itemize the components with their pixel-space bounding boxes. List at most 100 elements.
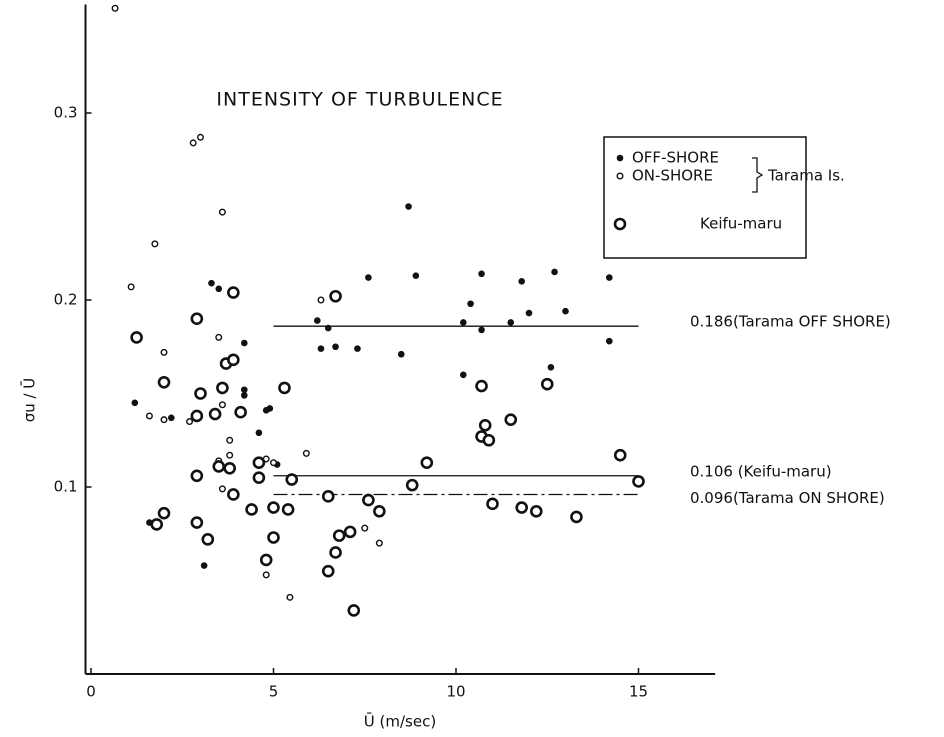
- point: [190, 469, 204, 483]
- point: [196, 133, 204, 141]
- y-tick-label: 0.3: [54, 104, 78, 122]
- point: [551, 268, 558, 276]
- point: [241, 392, 248, 399]
- point: [467, 300, 474, 308]
- point: [252, 456, 266, 469]
- point: [507, 319, 515, 326]
- point: [266, 405, 274, 412]
- point: [314, 317, 321, 324]
- point: [218, 485, 226, 493]
- point: [478, 326, 485, 334]
- point: [130, 331, 143, 344]
- point: [354, 345, 361, 352]
- point: [111, 4, 119, 12]
- point: [613, 448, 627, 462]
- point: [317, 345, 325, 352]
- point: [632, 475, 645, 488]
- point: [332, 343, 339, 351]
- point: [157, 375, 171, 389]
- point: [570, 510, 583, 524]
- point: [218, 401, 226, 409]
- legend-marker: [616, 154, 624, 162]
- point: [131, 399, 139, 407]
- point: [168, 414, 175, 422]
- legend-brace: [752, 157, 764, 193]
- point: [190, 409, 204, 423]
- y-axis-label: σu / Ū: [20, 378, 39, 423]
- point: [194, 387, 207, 400]
- point: [317, 296, 325, 304]
- point: [267, 531, 280, 544]
- x-tick-label: 5: [269, 683, 279, 701]
- point: [245, 503, 258, 516]
- point: [518, 278, 525, 285]
- x-tick-label: 0: [86, 683, 96, 701]
- point: [215, 333, 223, 341]
- point: [270, 459, 278, 467]
- point: [321, 564, 335, 578]
- reference-label: 0.106 (Keifu-maru): [690, 462, 832, 480]
- point: [529, 505, 543, 518]
- point: [186, 418, 194, 426]
- point: [286, 593, 294, 601]
- reference-label: 0.096(Tarama ON SHORE): [690, 489, 885, 507]
- point: [127, 283, 135, 291]
- point: [190, 516, 204, 529]
- point: [281, 503, 295, 516]
- legend-label: OFF-SHORE: [632, 149, 719, 167]
- x-tick-label: 15: [629, 683, 648, 701]
- point: [482, 433, 496, 447]
- point: [218, 208, 226, 216]
- point: [267, 501, 280, 514]
- point: [145, 412, 153, 420]
- x-tick-label: 10: [446, 683, 465, 701]
- x-axis-label: Ū (m/sec): [364, 712, 436, 731]
- point: [208, 279, 215, 287]
- y-tick-label: 0.1: [54, 478, 78, 496]
- point: [405, 203, 412, 210]
- point: [486, 497, 499, 511]
- point: [515, 501, 529, 514]
- point: [329, 289, 342, 303]
- point: [160, 416, 168, 424]
- point: [201, 533, 215, 546]
- point: [259, 553, 273, 567]
- point: [478, 418, 492, 432]
- point: [216, 381, 229, 395]
- point: [212, 460, 226, 473]
- point: [157, 506, 171, 520]
- point: [547, 364, 555, 371]
- point: [343, 525, 357, 539]
- reference-label: 0.186(Tarama OFF SHORE): [690, 313, 891, 331]
- point: [504, 413, 518, 426]
- y-tick-label: 0.2: [54, 291, 78, 309]
- point: [606, 337, 613, 345]
- point: [227, 488, 240, 501]
- point: [302, 449, 310, 457]
- point: [160, 348, 168, 356]
- point: [150, 518, 163, 531]
- chart-title: INTENSITY OF TURBULENCE: [216, 89, 503, 111]
- point: [189, 139, 197, 147]
- point: [365, 274, 372, 281]
- legend-marker: [613, 217, 627, 231]
- point: [525, 309, 533, 317]
- point: [478, 270, 485, 278]
- point: [255, 429, 263, 437]
- point: [420, 456, 434, 469]
- point: [373, 505, 386, 518]
- point: [332, 529, 346, 542]
- point: [252, 471, 266, 484]
- point: [405, 478, 419, 492]
- point: [475, 379, 488, 393]
- point: [215, 285, 223, 293]
- point: [324, 324, 332, 332]
- point: [285, 473, 299, 486]
- point: [227, 286, 240, 299]
- point: [460, 319, 467, 326]
- legend-marker: [616, 172, 624, 180]
- point: [412, 272, 420, 279]
- point: [241, 386, 248, 394]
- legend-label: ON-SHORE: [632, 167, 713, 185]
